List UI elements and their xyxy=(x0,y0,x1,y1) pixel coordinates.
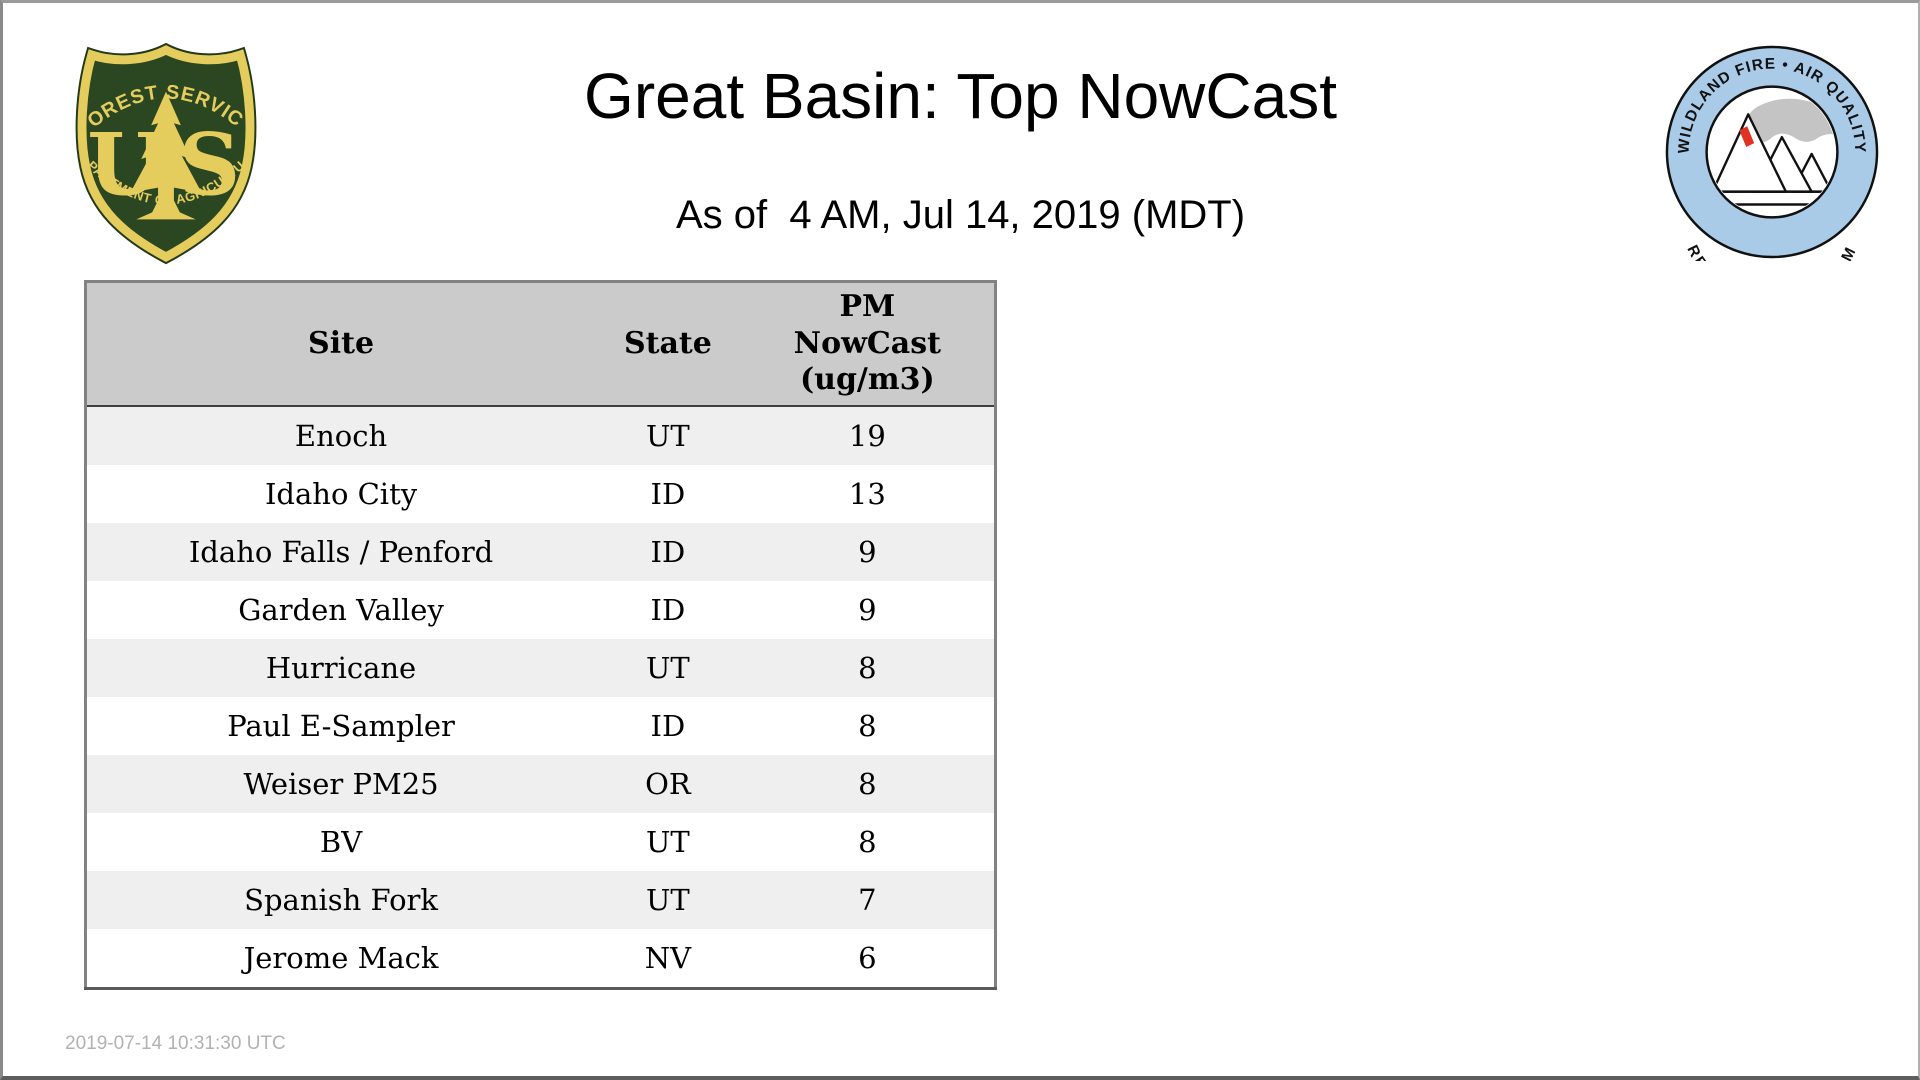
pm-nowcast-cell: 19 xyxy=(848,419,886,453)
wildland-fire-air-quality-logo-icon: WILDLAND FIRE • AIR QUALITY RESPONSE PRO… xyxy=(1665,45,1879,261)
state-cell: NV xyxy=(644,941,692,975)
state-cell: ID xyxy=(650,535,686,569)
pm-nowcast-cell: 9 xyxy=(858,593,877,627)
state-cell: ID xyxy=(650,477,686,511)
column-header-site: Site xyxy=(85,281,596,407)
state-cell: UT xyxy=(645,883,690,917)
site-cell: Hurricane xyxy=(265,651,417,685)
pm-nowcast-cell: 7 xyxy=(858,883,877,917)
table-row: Idaho City ID 13 xyxy=(85,465,996,523)
pm-nowcast-cell: 9 xyxy=(858,535,877,569)
pm-nowcast-cell: 8 xyxy=(858,709,877,743)
table-row: Enoch UT 19 xyxy=(85,406,996,465)
state-cell: ID xyxy=(650,593,686,627)
state-cell: UT xyxy=(645,825,690,859)
state-cell: UT xyxy=(645,419,690,453)
site-cell: Paul E-Sampler xyxy=(227,709,455,743)
table-row: Idaho Falls / Penford ID 9 xyxy=(85,523,996,581)
table-header-row: Site State PM NowCast (ug/m3) xyxy=(85,281,996,407)
site-cell: Idaho Falls / Penford xyxy=(188,535,494,569)
state-cell: OR xyxy=(645,767,691,801)
site-cell: Spanish Fork xyxy=(244,883,438,917)
site-cell: Garden Valley xyxy=(238,593,444,627)
smoke-plume-icon xyxy=(1744,98,1836,144)
table-row: Spanish Fork UT 7 xyxy=(85,871,996,929)
site-cell: Jerome Mack xyxy=(243,941,439,975)
page-subtitle: As of 4 AM, Jul 14, 2019 (MDT) xyxy=(675,193,1246,237)
site-cell: Idaho City xyxy=(264,477,418,511)
page-title: Great Basin: Top NowCast xyxy=(584,60,1337,132)
generation-timestamp: 2019-07-14 10:31:30 UTC xyxy=(65,1033,286,1054)
column-header-pm-nowcast: PM NowCast (ug/m3) xyxy=(740,281,996,407)
table-row: Paul E-Sampler ID 8 xyxy=(85,697,996,755)
pm-nowcast-cell: 6 xyxy=(858,941,877,975)
pm-nowcast-cell: 8 xyxy=(858,651,877,685)
pine-tree-icon xyxy=(130,91,202,220)
svg-text:S: S xyxy=(179,116,240,216)
pm-nowcast-cell: 8 xyxy=(858,767,877,801)
table-row: Hurricane UT 8 xyxy=(85,639,996,697)
site-cell: BV xyxy=(319,825,363,859)
column-header-state: State xyxy=(595,281,741,407)
table-row: Weiser PM25 OR 8 xyxy=(85,755,996,813)
site-cell: Weiser PM25 xyxy=(243,767,439,801)
table-row: BV UT 8 xyxy=(85,813,996,871)
fire-mark-icon xyxy=(1739,126,1755,148)
us-forest-service-logo-icon: FOREST SERVICE DEPARTMENT OF AGRICULTURE… xyxy=(67,43,257,265)
state-cell: UT xyxy=(645,651,690,685)
nowcast-table: Site State PM NowCast (ug/m3) Enoch UT 19 I… xyxy=(84,280,997,990)
table-row: Jerome Mack NV 6 xyxy=(85,929,996,989)
table-row: Garden Valley ID 9 xyxy=(85,581,996,639)
nowcast-table-body: Enoch UT 19 Idaho City ID 13 Idaho Falls / Pen… xyxy=(85,406,996,989)
site-cell: Enoch xyxy=(294,419,388,453)
state-cell: ID xyxy=(650,709,686,743)
pm-nowcast-cell: 8 xyxy=(858,825,877,859)
pm-nowcast-cell: 13 xyxy=(848,477,886,511)
